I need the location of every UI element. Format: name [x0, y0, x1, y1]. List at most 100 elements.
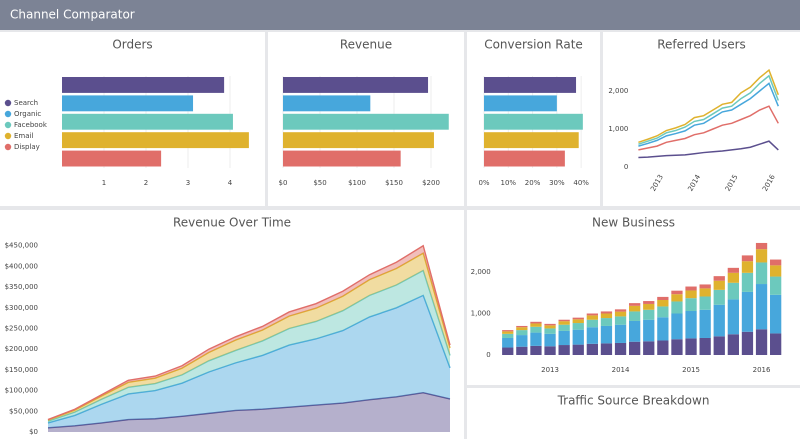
area-fill — [48, 295, 450, 428]
bar-segment — [558, 319, 570, 322]
bar-segment — [544, 346, 556, 355]
bar-segment — [530, 321, 542, 324]
y-tick-label: $50,000 — [9, 407, 38, 415]
y-tick-label: 0 — [486, 351, 490, 359]
bar-segment — [530, 332, 542, 346]
bar — [62, 132, 249, 149]
legend-swatch — [4, 132, 12, 140]
bar-segment — [713, 336, 725, 355]
bar-segment — [614, 324, 627, 343]
bar-segment — [643, 303, 655, 310]
bar-segment — [755, 329, 768, 355]
area-line — [47, 294, 451, 424]
y-tick-label: $0 — [29, 428, 38, 436]
bar-segment — [685, 311, 697, 339]
area-line — [47, 244, 451, 421]
chart-title: Conversion Rate — [484, 38, 583, 52]
bar-segment — [755, 284, 768, 330]
area-line — [47, 252, 451, 421]
y-tick-label: $400,000 — [5, 262, 38, 270]
bar-segment — [643, 301, 655, 304]
bar-segment — [544, 333, 556, 347]
bar-segment — [741, 272, 754, 292]
bar — [484, 95, 557, 112]
y-tick-label: $250,000 — [5, 325, 38, 333]
bar-segment — [685, 338, 697, 355]
bar-segment — [741, 331, 754, 355]
bar-segment — [614, 316, 627, 325]
area-fill — [48, 245, 450, 420]
bar-segment — [671, 339, 683, 355]
bar-segment — [685, 286, 697, 291]
y-tick-label: $450,000 — [5, 242, 38, 250]
bar-segment — [643, 341, 655, 355]
chart-title: Revenue — [340, 38, 392, 52]
x-tick-label: 20% — [525, 179, 541, 187]
bar — [283, 113, 449, 130]
bar-segment — [770, 276, 782, 295]
bar-segment — [614, 309, 627, 312]
bar-segment — [741, 255, 754, 262]
bar-segment — [516, 327, 528, 331]
bar-segment — [572, 319, 584, 324]
bar-segment — [727, 299, 739, 335]
bar-segment — [643, 309, 655, 320]
bar — [62, 150, 162, 167]
y-tick-label: $100,000 — [5, 387, 38, 395]
series-line — [638, 82, 779, 147]
bar-segment — [600, 313, 613, 319]
x-tick-label: 10% — [501, 179, 517, 187]
bar — [283, 150, 401, 167]
bar-segment — [572, 323, 584, 330]
bar-segment — [699, 309, 711, 338]
bar-segment — [516, 325, 528, 328]
bar-segment — [657, 317, 669, 341]
bar-segment — [699, 288, 711, 297]
bar-segment — [770, 259, 782, 266]
bar-segment — [699, 284, 711, 289]
bar-segment — [530, 326, 542, 333]
bar-segment — [657, 340, 669, 355]
y-tick-label: 2,000 — [608, 87, 628, 95]
bar — [484, 113, 583, 130]
bar-segment — [671, 290, 683, 295]
bar-segment — [713, 289, 725, 305]
y-tick-label: 1,000 — [471, 310, 491, 318]
bar-segment — [516, 346, 528, 355]
legend-swatch — [4, 143, 12, 151]
legend-label: Organic — [14, 110, 41, 118]
bar-segment — [755, 242, 768, 250]
y-tick-label: $150,000 — [5, 366, 38, 374]
bar-segment — [755, 262, 768, 285]
legend-swatch — [4, 99, 12, 107]
bar-segment — [713, 276, 725, 281]
series-line — [638, 105, 779, 151]
bar-segment — [629, 303, 641, 306]
chart-title: New Business — [592, 216, 675, 230]
bar — [62, 95, 194, 112]
legend-swatch — [4, 110, 12, 118]
legend-label: Display — [14, 143, 40, 151]
bar-segment — [629, 341, 641, 355]
legend-label: Search — [14, 99, 38, 107]
x-tick-label: 2015 — [682, 366, 700, 374]
area-line — [47, 391, 451, 429]
bar — [62, 113, 233, 130]
bar-segment — [558, 330, 570, 346]
panel — [603, 32, 800, 206]
bar-segment — [558, 324, 570, 331]
bar-segment — [685, 298, 697, 312]
x-tick-label: 1 — [102, 179, 106, 187]
bar-segment — [558, 345, 570, 355]
bar-segment — [727, 267, 739, 273]
bar-segment — [530, 323, 542, 327]
x-tick-label: $200 — [422, 179, 440, 187]
bar-segment — [586, 343, 598, 355]
bar-segment — [600, 343, 613, 355]
bar-segment — [629, 305, 641, 312]
bar-segment — [629, 311, 641, 321]
bar-segment — [671, 301, 683, 314]
x-tick-label: $50 — [313, 179, 326, 187]
bar-segment — [516, 330, 528, 336]
bar-segment — [572, 344, 584, 355]
